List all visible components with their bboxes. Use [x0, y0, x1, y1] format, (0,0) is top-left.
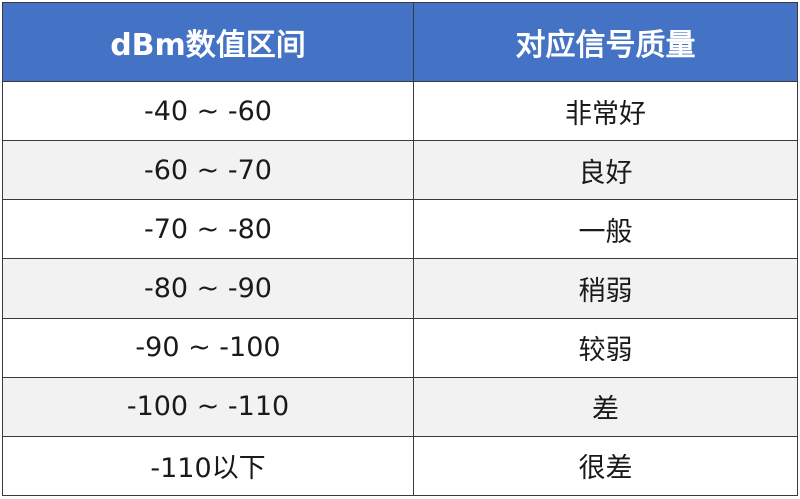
signal-quality-cell: 很差: [413, 435, 798, 497]
table-row: -40 ~ -60 非常好: [2, 80, 798, 142]
signal-quality-cell: 良好: [413, 140, 798, 201]
table-row: -90 ~ -100 较弱: [2, 317, 798, 378]
dbm-range-cell: -80 ~ -90: [2, 258, 414, 319]
table-row: -70 ~ -80 一般: [2, 199, 798, 260]
dbm-range-cell: -110以下: [2, 435, 414, 497]
dbm-range-cell: -90 ~ -100: [2, 317, 414, 378]
header-row: dBm数值区间 对应信号质量: [2, 2, 798, 82]
table-row: -80 ~ -90 稍弱: [2, 258, 798, 319]
signal-quality-cell: 差: [413, 376, 798, 437]
dbm-range-cell: -60 ~ -70: [2, 140, 414, 201]
table-row: -100 ~ -110 差: [2, 376, 798, 437]
signal-quality-cell: 稍弱: [413, 258, 798, 319]
header-signal-quality: 对应信号质量: [413, 2, 798, 82]
table-row: -110以下 很差: [2, 435, 798, 497]
signal-quality-cell: 非常好: [413, 80, 798, 142]
dbm-range-cell: -100 ~ -110: [2, 376, 414, 437]
signal-quality-cell: 较弱: [413, 317, 798, 378]
signal-quality-cell: 一般: [413, 199, 798, 260]
header-dbm-range: dBm数值区间: [2, 2, 414, 82]
dbm-range-cell: -70 ~ -80: [2, 199, 414, 260]
table-row: -60 ~ -70 良好: [2, 140, 798, 201]
dbm-range-cell: -40 ~ -60: [2, 80, 414, 142]
